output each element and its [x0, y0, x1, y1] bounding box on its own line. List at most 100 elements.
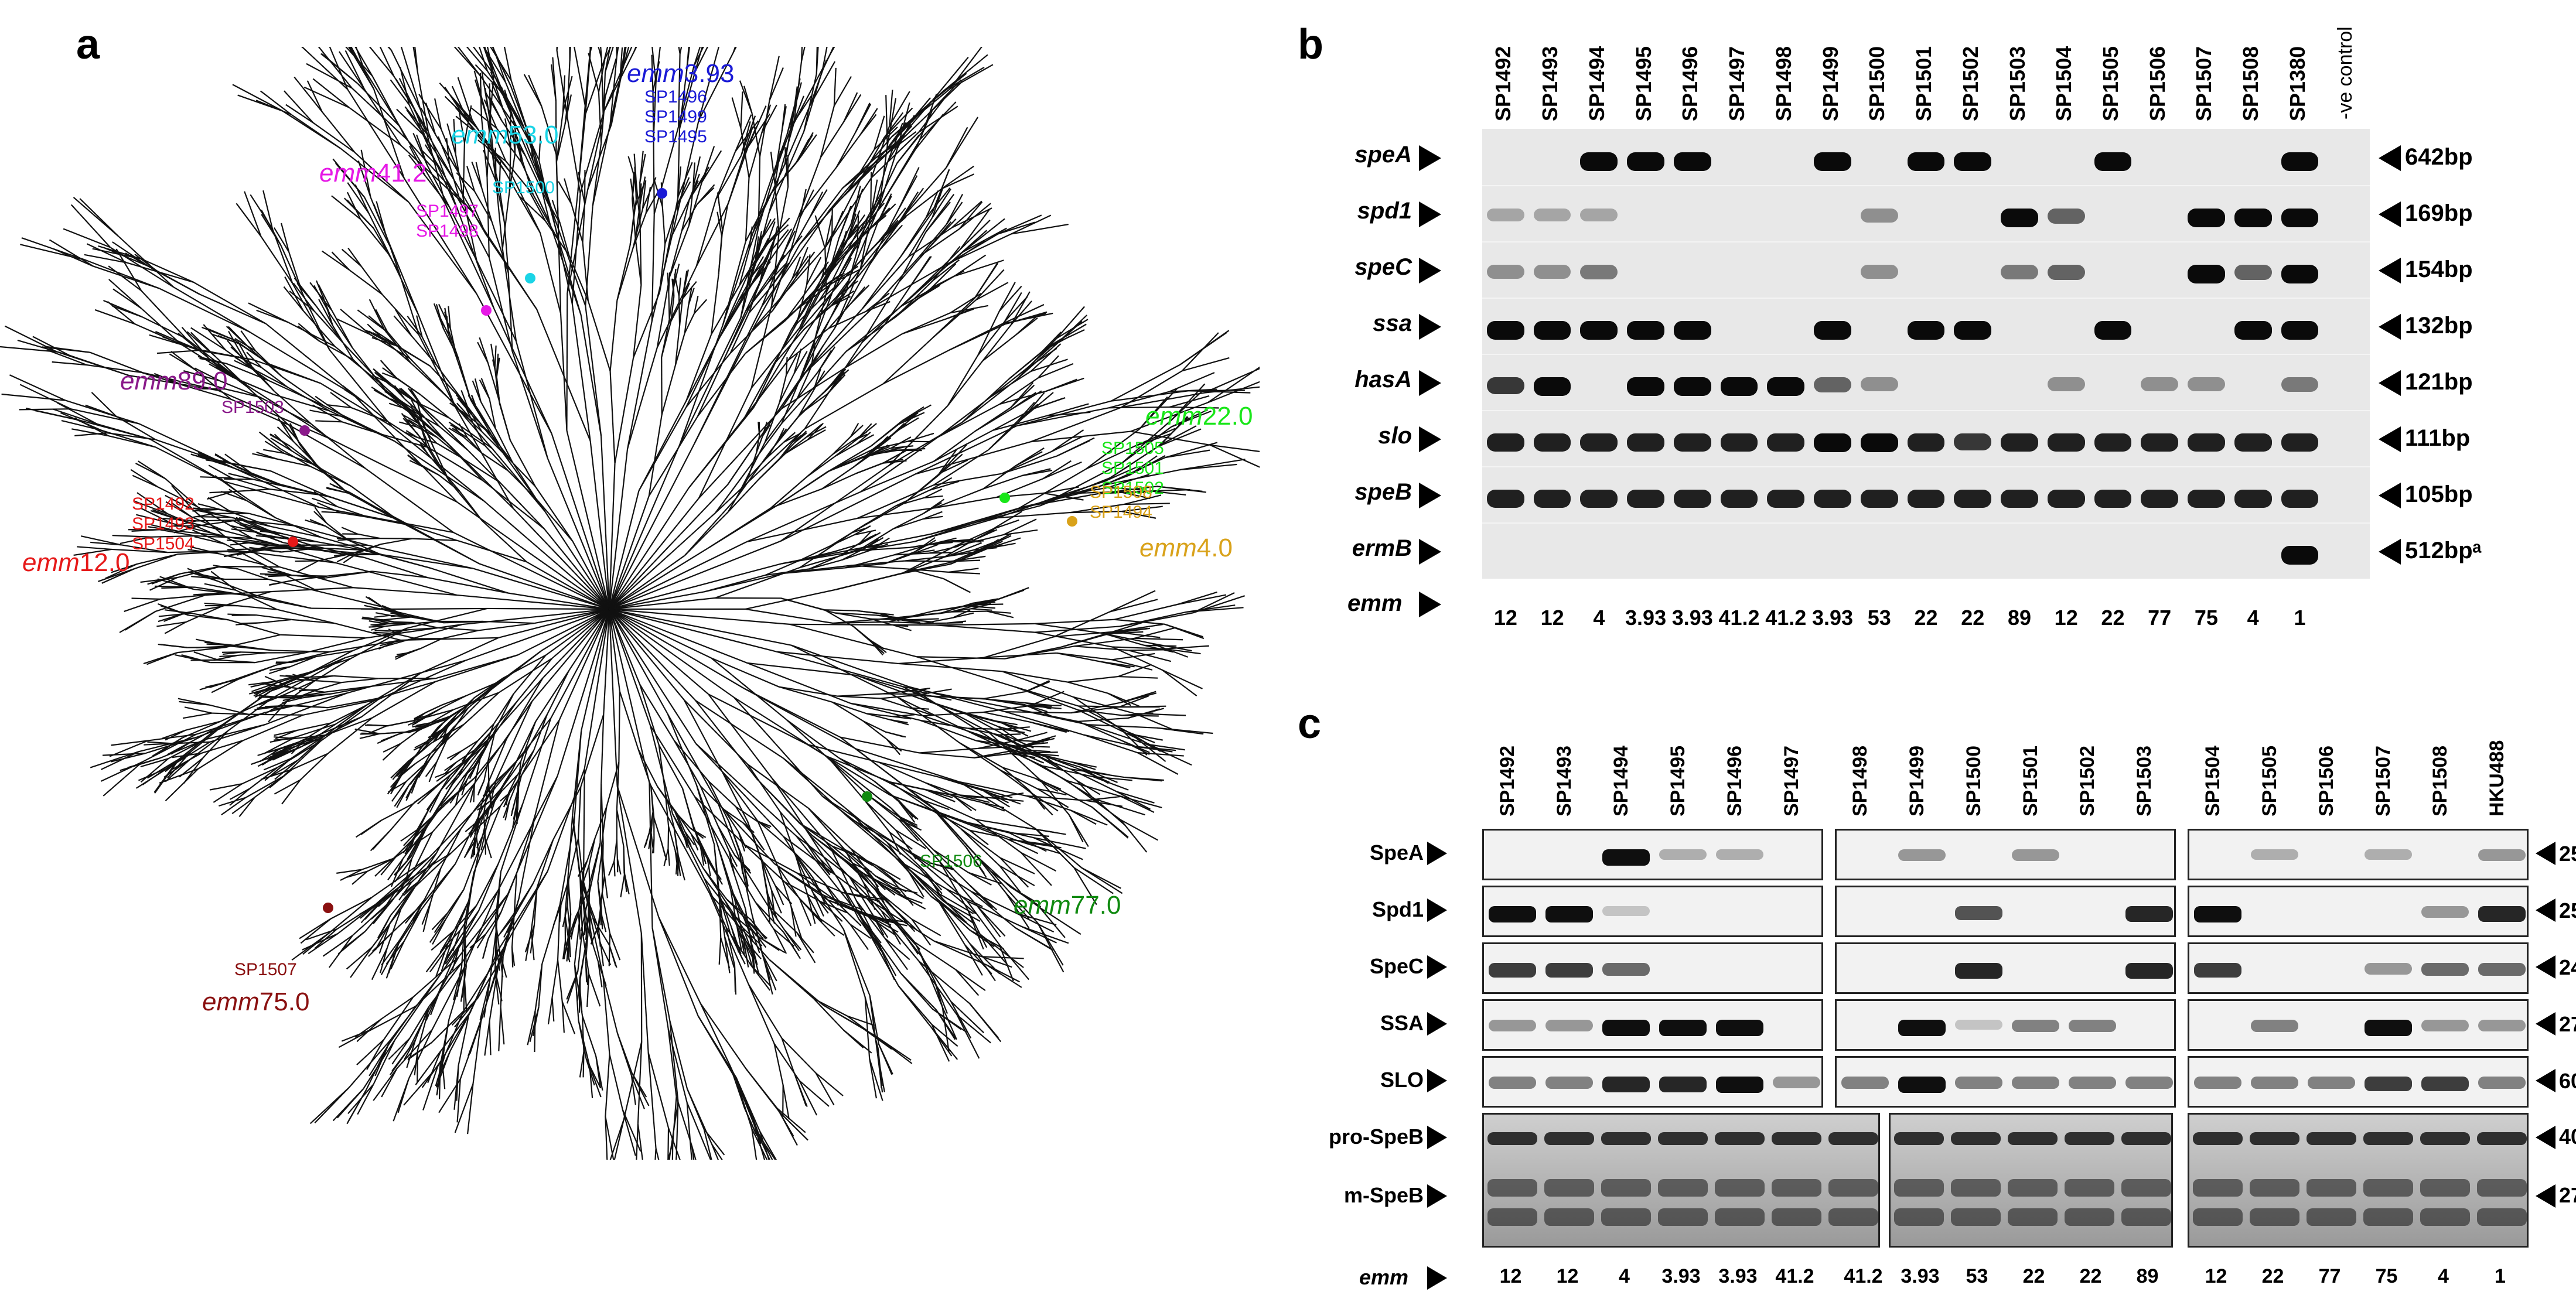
blot-band: [1898, 849, 1946, 861]
gel-band: [1580, 490, 1618, 508]
blot-band: [1602, 1020, 1650, 1036]
blot-lane-label: SP1502: [2076, 746, 2099, 816]
band-size-label: 105bp: [2405, 481, 2473, 507]
blot-lane-label: SP1497: [1780, 746, 1803, 816]
blot-band: [2478, 963, 2526, 976]
blot-band: [1771, 1208, 1822, 1226]
blot-band: [1657, 1208, 1708, 1226]
blot-band: [1602, 906, 1650, 916]
clade-strain-label: SP1496: [644, 87, 707, 107]
blot-band: [2192, 1179, 2243, 1197]
blot-band: [2249, 1179, 2300, 1197]
blot-band: [2363, 1179, 2414, 1197]
emm-type-value: 12: [2054, 606, 2078, 630]
blot-band: [1950, 1208, 2001, 1226]
blot-band: [2364, 849, 2413, 860]
blot-band: [2478, 1020, 2526, 1031]
emm-type-value: 12: [1556, 1265, 1579, 1287]
blot-lane-label: SP1506: [2315, 746, 2338, 816]
gel-band: [1954, 490, 1992, 508]
gel-lane-label: SP1497: [1725, 46, 1749, 121]
gel-band: [1673, 321, 1711, 340]
clade-strain-label: SP1493: [132, 514, 195, 534]
clade-marker: [999, 493, 1010, 503]
left-arrow-icon: [1419, 145, 1441, 171]
kda-label: 25 kDa: [2559, 898, 2576, 922]
blot-lane-label: SP1495: [1667, 746, 1690, 816]
blot-membrane: [2188, 1056, 2529, 1108]
gel-band: [2188, 265, 2225, 283]
gel-band: [2141, 377, 2179, 391]
emm-type-value: 22: [1914, 606, 1938, 630]
blot-membrane: [1482, 942, 1823, 994]
right-arrow-icon: [2379, 145, 2401, 171]
panel-b-letter: b: [1298, 21, 1323, 68]
blot-band: [2364, 1020, 2413, 1036]
blot-membrane: [1835, 1056, 2176, 1108]
clade-strain-label: SP1502: [1101, 479, 1164, 498]
blot-band: [2364, 1077, 2413, 1092]
blot-band: [2007, 1132, 2058, 1145]
clade-emm-label: emm89.0: [120, 367, 227, 395]
gene-label: ermB: [1352, 535, 1412, 561]
gel-band: [1954, 152, 1992, 171]
blot-band: [2125, 1077, 2174, 1089]
blot-lane-label: SP1504: [2202, 746, 2224, 816]
band-size-label: 642bp: [2405, 144, 2473, 170]
gel-band: [1954, 433, 1992, 451]
left-arrow-icon: [1419, 426, 1441, 452]
protein-label: SLO: [1380, 1068, 1424, 1092]
gel-band: [1486, 433, 1524, 452]
gel-band: [1860, 265, 1898, 279]
blot-band: [2007, 1208, 2058, 1226]
gel-band: [1580, 209, 1618, 222]
blot-lane-label: SP1508: [2429, 746, 2452, 816]
blot-band: [2011, 849, 2060, 861]
blot-band: [2064, 1179, 2115, 1197]
blot-band: [1841, 1077, 1889, 1089]
gel-band: [1580, 433, 1618, 452]
blot-lane-label: SP1499: [1906, 746, 1929, 816]
left-arrow-icon: [1419, 314, 1441, 340]
gel-band: [1907, 321, 1945, 340]
gel-band: [1720, 490, 1758, 508]
gene-label: speB: [1354, 479, 1412, 505]
blot-band: [2363, 1208, 2414, 1226]
gel-band: [2188, 490, 2225, 508]
gel-band: [1767, 433, 1805, 452]
blot-band: [1715, 849, 1764, 860]
blot-band: [2192, 1208, 2243, 1226]
emm-type-value: 89: [2136, 1265, 2159, 1287]
emm-type-value: 12: [1540, 606, 1564, 630]
gel-band: [1720, 377, 1758, 396]
clade-emm-label: emm77.0: [1014, 891, 1121, 920]
blot-lane-label: SP1496: [1724, 746, 1746, 816]
blot-band: [2478, 1077, 2526, 1089]
emm-type-value: 3.93: [1671, 606, 1713, 630]
clade-marker: [323, 903, 333, 913]
blot-band: [2121, 1179, 2172, 1197]
speb-blot-membrane: [1482, 1113, 1880, 1248]
blot-band: [2363, 1132, 2414, 1145]
gel-band: [1627, 433, 1664, 452]
left-arrow-icon: [1427, 1184, 1447, 1208]
gel-lane-label: SP1494: [1584, 46, 1609, 121]
emm-type-value: 12: [2205, 1265, 2227, 1287]
blot-band: [1893, 1179, 1944, 1197]
blot-band: [1771, 1179, 1822, 1197]
right-arrow-icon: [2379, 426, 2401, 452]
emm-type-value: 1: [2495, 1265, 2506, 1287]
protein-label: SpeA: [1369, 840, 1424, 865]
gel-band: [1533, 377, 1571, 396]
kda-label: 25 kDa: [2559, 842, 2576, 866]
blot-lane-label: SP1493: [1553, 746, 1576, 816]
clade-marker: [481, 305, 492, 316]
emm-type-value: 75: [2194, 606, 2218, 630]
blot-band: [1898, 1077, 1946, 1093]
kda-label: 24 kDa: [2559, 955, 2576, 979]
emm-type-value: 12: [1499, 1265, 1522, 1287]
gel-band: [2281, 433, 2319, 452]
band-size-label: 154bp: [2405, 257, 2473, 282]
blot-band: [1601, 1179, 1652, 1197]
blot-membrane: [1482, 999, 1823, 1051]
